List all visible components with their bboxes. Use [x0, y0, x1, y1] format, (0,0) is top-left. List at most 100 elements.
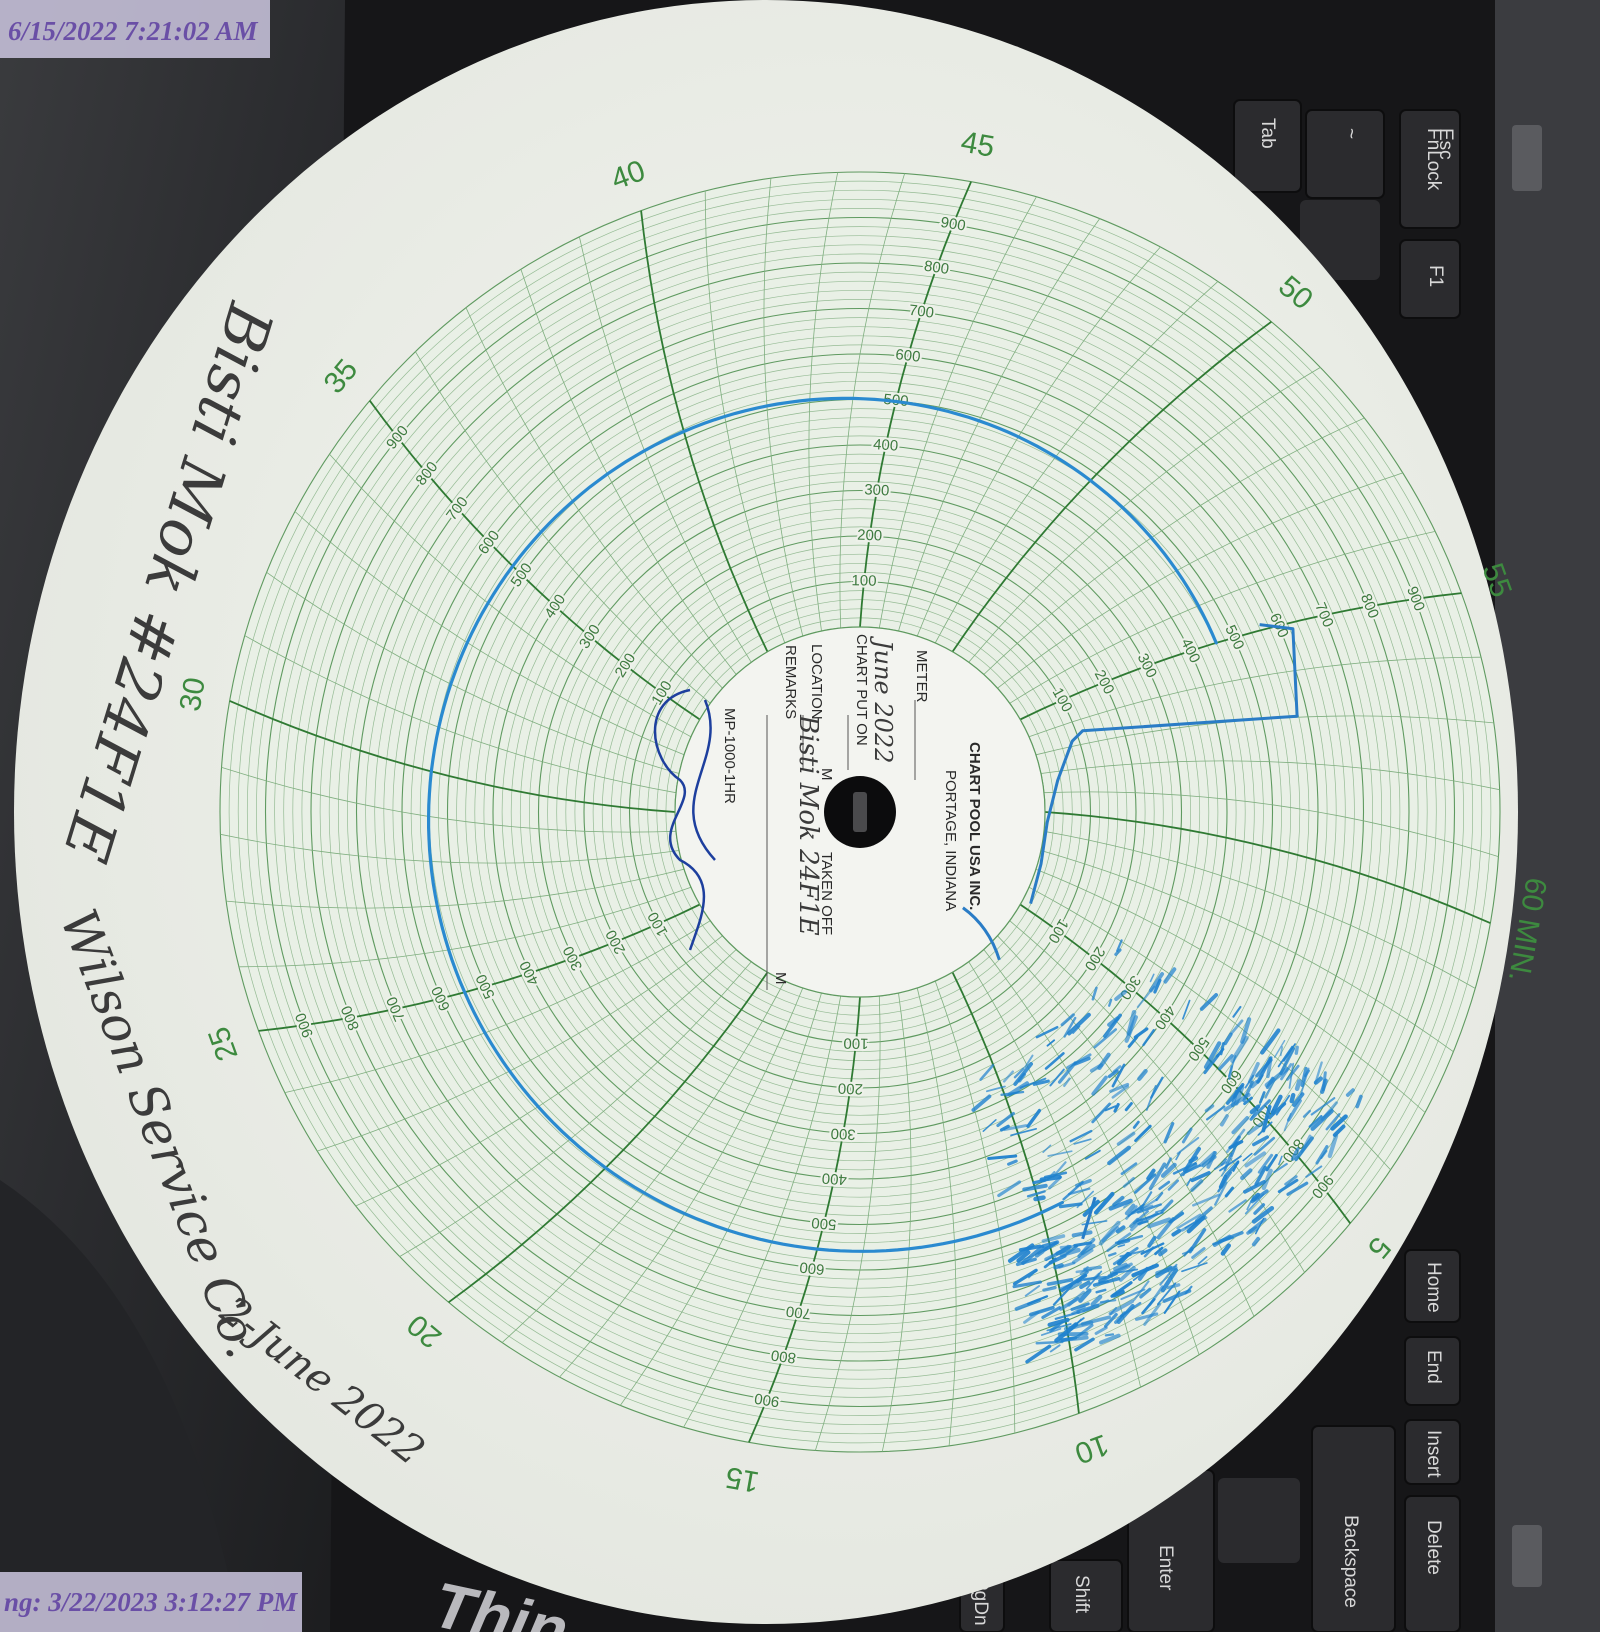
key-label: Home [1423, 1262, 1444, 1313]
trace-scribble [1080, 1243, 1096, 1256]
trace-scribble [1219, 1155, 1242, 1172]
hub-text: M [772, 972, 789, 985]
key [1404, 1336, 1461, 1406]
scale-label: 500 [811, 1214, 837, 1233]
trace-scribble [1181, 1127, 1193, 1144]
time-line [284, 920, 711, 1093]
grid-ring [547, 499, 1173, 1125]
trace-scribble [1114, 948, 1122, 956]
trace-scribble [1024, 1054, 1034, 1069]
time-line [1028, 656, 1482, 738]
time-line [815, 995, 881, 1451]
time-line [951, 320, 1272, 653]
trace-scribble [1182, 999, 1191, 1020]
trace-scribble [1253, 1136, 1276, 1156]
grid-ring [274, 226, 1446, 1398]
trace-scribble [1253, 1203, 1266, 1215]
trace-scribble [1294, 1045, 1299, 1055]
hub-text: CHART POOL USA INC. [966, 742, 983, 910]
scale-label: 800 [923, 258, 950, 278]
trace-line [962, 906, 1001, 961]
scale-label: 200 [838, 1079, 864, 1097]
trace-scribble [1048, 1175, 1063, 1190]
trace-scribble [1265, 1153, 1278, 1172]
trace-scribble [1254, 1165, 1267, 1186]
grid-ring [328, 280, 1392, 1344]
trace-scribble [1003, 1124, 1028, 1132]
time-line [258, 903, 701, 1032]
trace-scribble [1142, 1198, 1158, 1209]
time-line [501, 980, 786, 1343]
trace-scribble [1213, 1161, 1228, 1170]
time-line [898, 218, 1101, 632]
trace-scribble [1111, 1063, 1126, 1088]
time-line [1040, 760, 1500, 791]
key-label: F1 [1425, 265, 1446, 287]
trace-scribble [1080, 1315, 1111, 1326]
trace-scribble [1147, 1235, 1157, 1248]
trace-scribble [1112, 1065, 1122, 1073]
pen-trace [427, 396, 1363, 1364]
trace-scribble [1230, 1019, 1244, 1035]
trace-scribble [1242, 1152, 1253, 1162]
time-line [317, 935, 723, 1152]
trace-scribble [1035, 1025, 1059, 1039]
time-line [559, 987, 804, 1378]
time-line [294, 511, 685, 756]
trace-scribble [1137, 1212, 1159, 1226]
trace-scribble [1132, 1264, 1155, 1281]
trace-scribble [979, 1064, 995, 1081]
grid-ring [529, 481, 1191, 1143]
trace-scribble [1246, 1118, 1268, 1136]
grid-ring [492, 444, 1228, 1180]
trace-scribble [1244, 1151, 1267, 1168]
chart-hub: CHART POOL USA INC. PORTAGE, INDIANA METER… [674, 626, 1046, 998]
trace-scribble [1136, 985, 1156, 1008]
trace-scribble [1107, 1145, 1132, 1166]
trace-scribble [1292, 1092, 1305, 1107]
trace-scribble [1046, 1171, 1056, 1180]
trace-scribble [1072, 1248, 1094, 1264]
key-label: Backspace [1340, 1515, 1361, 1608]
trace-scribble [1016, 1250, 1031, 1263]
trace-scribble [1188, 1228, 1207, 1254]
trace-scribble [1163, 967, 1177, 984]
trace-scribble [1026, 1108, 1042, 1128]
trace-scribble [1024, 1285, 1041, 1297]
trace-scribble [996, 1111, 1015, 1128]
trace-scribble [1232, 1160, 1240, 1172]
trace-scribble [1277, 1045, 1294, 1068]
trace-scribble [1035, 1340, 1064, 1345]
trace-scribble [1264, 1078, 1276, 1099]
trace-scribble [1132, 1210, 1149, 1225]
trace-scribble [1159, 1263, 1178, 1286]
trace-scribble [1052, 1284, 1073, 1306]
trace-scribble [1224, 1186, 1235, 1198]
trace-scribble [1247, 1061, 1260, 1084]
key-label: Enter [1155, 1545, 1176, 1591]
trace-scribble [1251, 1192, 1261, 1202]
grid-ring [601, 553, 1119, 1071]
key [1404, 1495, 1461, 1632]
time-line [1019, 903, 1352, 1224]
trace-scribble [1259, 1091, 1266, 1104]
time-line [1028, 886, 1391, 1171]
trace-scribble [1228, 1199, 1247, 1213]
trace-scribble [1007, 1243, 1035, 1263]
trace-scribble [1186, 1178, 1192, 1187]
trace-scribble [982, 1119, 997, 1132]
trace-scribble [1158, 1248, 1168, 1257]
trace-scribble [1084, 1149, 1101, 1160]
time-line [619, 992, 822, 1406]
trace-scribble [1244, 1193, 1265, 1215]
time-line [221, 767, 677, 833]
trace-scribble [1076, 1323, 1094, 1338]
grid-ring [246, 198, 1474, 1426]
time-line [704, 190, 786, 644]
time-line [1043, 830, 1476, 989]
trace-scribble [1214, 1181, 1228, 1206]
trace-scribble [1133, 1027, 1149, 1039]
trace-scribble [1099, 1299, 1117, 1304]
trace-scribble [1124, 1102, 1133, 1112]
